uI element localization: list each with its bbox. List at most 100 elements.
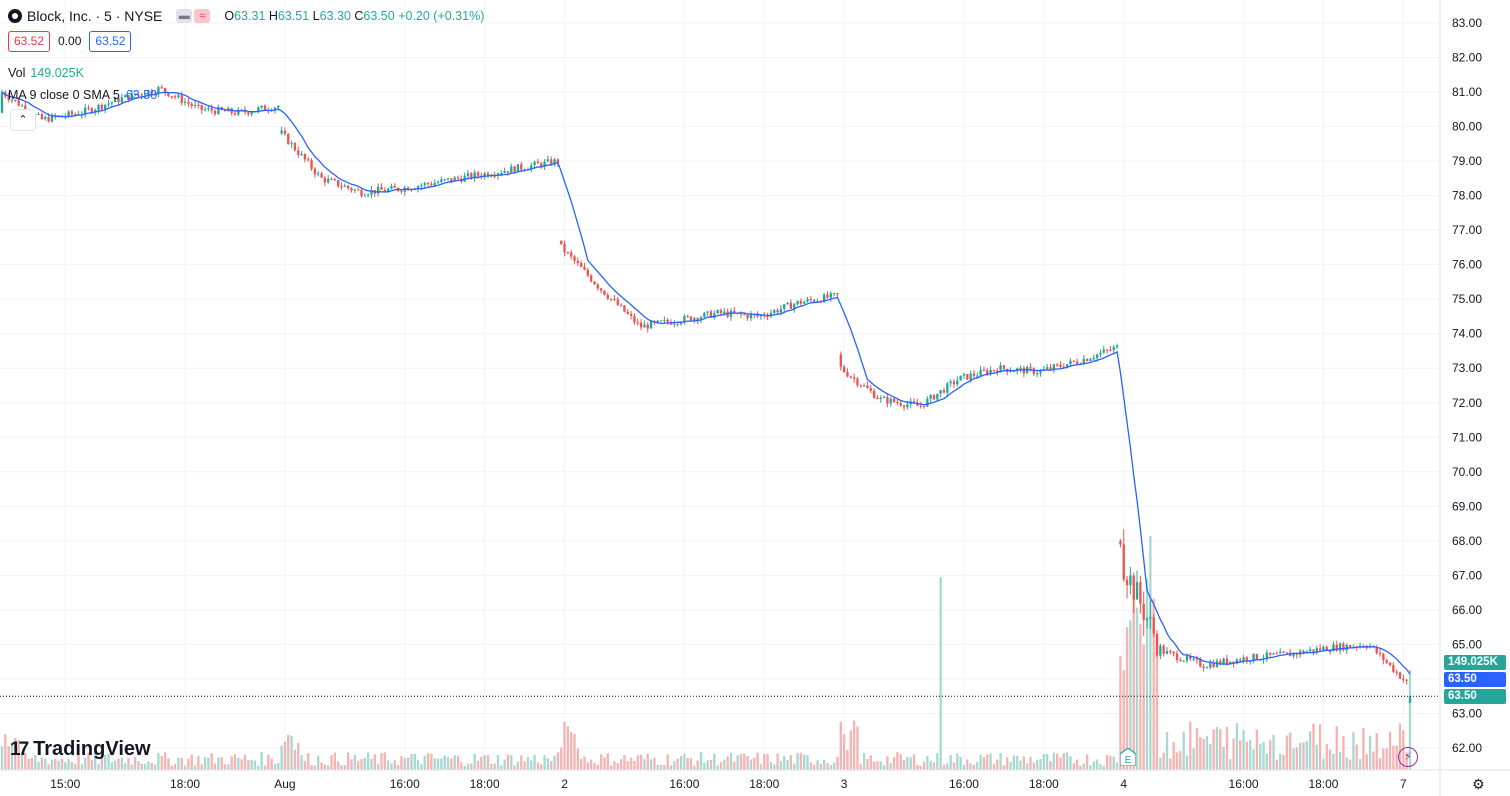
volume-bar xyxy=(480,756,483,770)
volume-bar xyxy=(759,764,763,770)
volume-legend[interactable]: Vol 149.025K xyxy=(8,66,84,80)
candle-body xyxy=(287,133,290,145)
tradingview-logo[interactable]: 17 TradingView xyxy=(10,738,151,760)
candle-body xyxy=(1019,367,1022,369)
candle-body xyxy=(117,97,120,103)
volume-bar xyxy=(823,759,826,770)
candle-body xyxy=(104,104,107,110)
candle-body xyxy=(123,95,127,98)
volume-bar xyxy=(829,765,832,770)
candle-body xyxy=(356,189,360,191)
y-tick-label: 83.00 xyxy=(1452,16,1482,30)
candle-body xyxy=(540,163,543,167)
volume-bar xyxy=(733,761,736,770)
volume-bar xyxy=(30,757,34,770)
volume-bar xyxy=(869,755,872,770)
volume-bar xyxy=(623,755,626,770)
candle-body xyxy=(257,107,260,112)
volume-bar xyxy=(719,762,723,770)
volume-bar xyxy=(540,764,543,770)
volume-bar xyxy=(1149,536,1152,770)
volume-bar xyxy=(1395,745,1398,770)
earnings-icon[interactable]: E xyxy=(1120,748,1136,766)
x-tick-label: 4 xyxy=(1120,777,1127,791)
volume-bar xyxy=(1279,753,1282,770)
candle-body xyxy=(603,290,606,295)
candle-body xyxy=(769,312,773,317)
volume-bar xyxy=(453,755,456,770)
volume-bar xyxy=(1275,759,1279,770)
compare-icon[interactable]: ≈ xyxy=(194,9,211,23)
volume-bar xyxy=(669,765,673,770)
minimize-icon[interactable]: ▬ xyxy=(176,9,193,23)
volume-bar xyxy=(1312,723,1315,770)
volume-bar xyxy=(783,755,786,770)
gear-icon[interactable]: ⚙ xyxy=(1472,776,1485,792)
volume-bar xyxy=(430,753,433,770)
candle-body xyxy=(663,319,666,321)
y-tick-label: 65.00 xyxy=(1452,637,1482,651)
volume-bar xyxy=(450,758,453,770)
volume-bar xyxy=(706,760,709,770)
volume-bar xyxy=(1388,731,1392,770)
volume-bar xyxy=(570,731,573,770)
candle-body xyxy=(979,369,982,376)
candle-body xyxy=(420,185,423,187)
lightning-icon[interactable]: ⚡ xyxy=(1398,747,1418,767)
candle-body xyxy=(836,293,839,295)
candle-body xyxy=(1159,645,1162,656)
volume-bar xyxy=(370,758,373,770)
buy-price-button[interactable]: 63.52 xyxy=(89,30,132,52)
candle-body xyxy=(490,175,493,177)
volume-bar xyxy=(1075,759,1079,770)
volume-bar xyxy=(1265,753,1269,770)
candle-body xyxy=(673,323,676,325)
volume-bar xyxy=(746,755,749,770)
volume-bar xyxy=(726,756,729,770)
candle-body xyxy=(1046,367,1049,369)
candle-body xyxy=(872,390,876,399)
candle-body xyxy=(470,173,473,179)
candle-body xyxy=(1322,647,1325,651)
candle-body xyxy=(1222,658,1225,665)
candle-body xyxy=(1129,575,1132,586)
candle-body xyxy=(177,95,180,98)
candlesticks xyxy=(0,84,1412,704)
volume-bar xyxy=(356,760,360,770)
volume-bar xyxy=(1372,751,1375,770)
candle-body xyxy=(416,186,420,190)
time-axis[interactable]: 15:00 18:00 Aug 16:00 18:00 2 16:00 18:00 3 16:00… xyxy=(50,777,1407,791)
candle-body xyxy=(1239,659,1242,661)
volume-bar xyxy=(609,765,613,770)
x-tick-label: 18:00 xyxy=(470,777,500,791)
x-tick-label: Aug xyxy=(274,777,295,791)
volume-bar xyxy=(250,759,253,770)
sell-price-button[interactable]: 63.52 xyxy=(8,30,51,52)
candle-body xyxy=(353,189,356,191)
candle-body xyxy=(1095,354,1099,359)
volume-bar xyxy=(1225,727,1229,770)
candle-body xyxy=(1348,645,1352,648)
volume-bar xyxy=(237,757,240,770)
volume-bar xyxy=(323,764,327,770)
volume-bar xyxy=(1142,644,1145,770)
candle-body xyxy=(723,311,726,314)
volume-bar xyxy=(763,753,766,770)
volume-bar xyxy=(1022,756,1026,770)
candle-body xyxy=(303,153,307,160)
ma-legend[interactable]: MA 9 close 0 SMA 5 63.50 xyxy=(8,88,158,102)
candle-body xyxy=(1252,653,1255,661)
chevron-up-icon[interactable]: ⌃ xyxy=(10,109,36,131)
symbol-title[interactable]: Block, Inc. · 5 · NYSE xyxy=(27,8,163,24)
volume-bar xyxy=(80,764,84,770)
volume-bar xyxy=(393,760,396,770)
candle-body xyxy=(656,320,659,323)
candle-body xyxy=(10,99,14,101)
volume-bar xyxy=(986,754,989,770)
volume-bar xyxy=(626,761,629,770)
volume-bar xyxy=(1308,731,1312,770)
candle-body xyxy=(1115,345,1119,348)
volume-bar xyxy=(1282,754,1285,770)
